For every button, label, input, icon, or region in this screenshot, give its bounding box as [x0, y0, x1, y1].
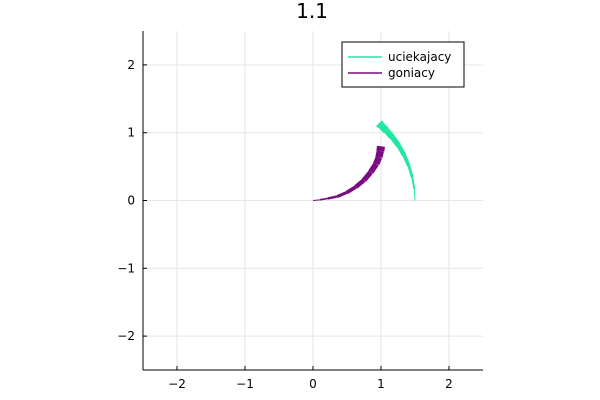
series-segment: [376, 120, 384, 129]
series-segment: [378, 122, 389, 134]
legend-label: uciekajacy: [388, 50, 451, 64]
y-tick-label: −1: [117, 261, 135, 275]
x-tick-label: 2: [445, 377, 453, 391]
legend-box: [341, 41, 465, 88]
series-segment: [319, 197, 329, 201]
series-segment: [376, 145, 385, 152]
series-segment: [362, 170, 373, 182]
x-tick-label: −2: [168, 377, 186, 391]
y-tick-label: 1: [127, 126, 135, 140]
y-tick-label: 0: [127, 194, 135, 208]
series-segment: [336, 190, 348, 198]
series-goniacy: [312, 145, 385, 201]
chart-title: 1.1: [296, 0, 328, 23]
series-segment: [373, 155, 383, 166]
x-tick-label: 1: [377, 377, 385, 391]
series-segment: [375, 150, 384, 158]
series-segment: [411, 177, 416, 190]
series-segment: [413, 188, 416, 201]
series-segment: [312, 199, 320, 201]
series-segment: [384, 128, 395, 140]
legend-label: goniacy: [388, 66, 435, 80]
series-segment: [396, 144, 407, 157]
series-group: [312, 120, 416, 201]
legend: uciekajacy goniacy: [341, 41, 465, 88]
x-tick-label: −1: [236, 377, 254, 391]
series-uciekajacy: [376, 120, 416, 201]
series-segment: [402, 154, 411, 167]
ticks: −2 −1 0 1 2 −2 −1 0 1 2: [117, 58, 453, 391]
y-tick-label: 2: [127, 58, 135, 72]
series-segment: [368, 162, 379, 174]
series-segment: [354, 178, 366, 189]
series-segment: [390, 135, 401, 148]
series-segment: [346, 185, 357, 194]
y-tick-label: −2: [117, 329, 135, 343]
series-segment: [327, 195, 338, 200]
series-segment: [407, 165, 414, 178]
x-tick-label: 0: [309, 377, 317, 391]
